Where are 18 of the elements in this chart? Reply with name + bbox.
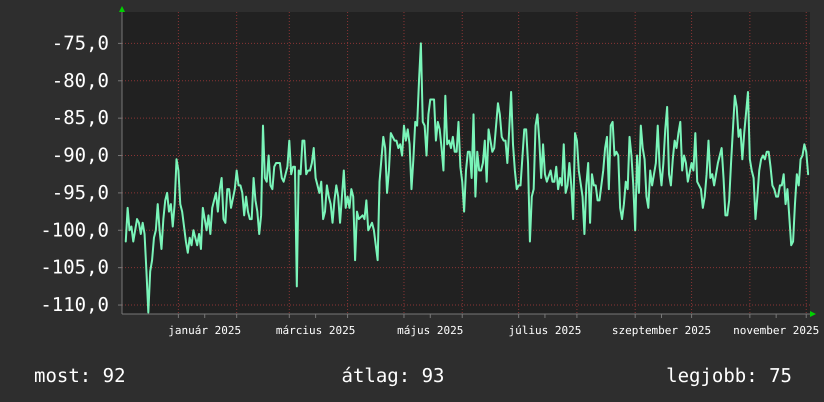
- x-tick-label: szeptember 2025: [612, 324, 712, 338]
- y-tick-label: -80,0: [52, 70, 109, 92]
- y-tick-label: -105,0: [40, 256, 109, 279]
- text: átlag: 93: [342, 365, 444, 387]
- y-tick-label: -90,0: [52, 144, 109, 167]
- x-tick-label: január 2025: [168, 324, 242, 338]
- y-tick-label: -95,0: [52, 182, 109, 204]
- x-tick-label: május 2025: [397, 324, 464, 338]
- x-tick-label: november 2025: [733, 324, 820, 338]
- line-series: [124, 42, 810, 314]
- y-tick-label: -110,0: [40, 294, 109, 316]
- y-tick-label: -85,0: [52, 107, 109, 130]
- y-tick-label: -75,0: [52, 32, 109, 54]
- y-tick-label: -100,0: [40, 219, 109, 242]
- text: most: 92: [34, 365, 126, 387]
- x-tick-label: március 2025: [276, 324, 356, 338]
- text: legjobb: 75: [666, 365, 792, 387]
- x-tick-label: július 2025: [508, 324, 582, 338]
